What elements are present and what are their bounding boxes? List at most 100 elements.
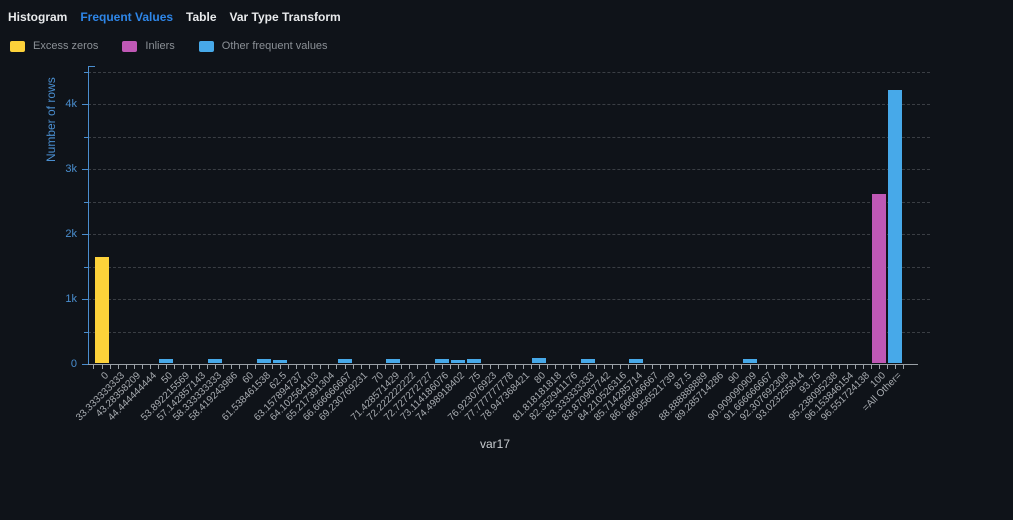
- x-axis-tick: [765, 365, 767, 369]
- x-axis-tick: [798, 365, 800, 369]
- x-axis-tick: [822, 365, 824, 369]
- x-axis-tick: [352, 365, 354, 369]
- bar-other-frequent[interactable]: [629, 359, 644, 363]
- x-axis-tick: [425, 365, 427, 369]
- x-axis-tick: [279, 365, 281, 369]
- bar-other-frequent[interactable]: [434, 359, 449, 363]
- x-axis-tick: [514, 365, 516, 369]
- y-axis-minor-tick: [84, 201, 88, 203]
- x-axis-tick: [206, 365, 208, 369]
- x-axis-tick: [571, 365, 573, 369]
- x-axis-tick: [781, 365, 783, 369]
- bar-other-frequent[interactable]: [531, 358, 546, 363]
- x-axis-tick: [684, 365, 686, 369]
- legend-item-inliers[interactable]: Inliers: [122, 40, 175, 52]
- x-axis-tick: [522, 365, 524, 369]
- x-axis-tick: [644, 365, 646, 369]
- y-axis-title: Number of rows: [44, 77, 58, 162]
- x-axis-tick: [133, 365, 135, 369]
- x-axis-tick: [466, 365, 467, 369]
- y-axis-tick-label: 3k: [65, 163, 77, 175]
- tab-var-type-transform[interactable]: Var Type Transform: [229, 10, 341, 24]
- x-axis-tick: [287, 365, 289, 369]
- gridline: [88, 299, 930, 300]
- x-axis-tick: [814, 365, 816, 369]
- x-axis-tick: [93, 365, 95, 369]
- x-axis-tick: [660, 365, 662, 369]
- bar-other-frequent[interactable]: [580, 359, 595, 363]
- x-axis-tick: [320, 365, 322, 369]
- x-axis-tick: [595, 365, 597, 369]
- x-axis-tick: [506, 365, 508, 369]
- x-axis-tick: [190, 365, 192, 369]
- x-axis-tick: [846, 365, 848, 369]
- x-axis-tick: [838, 365, 840, 369]
- x-axis-tick: [271, 365, 273, 369]
- gridline: [88, 201, 930, 203]
- tab-table[interactable]: Table: [186, 10, 217, 24]
- bar-other-frequent[interactable]: [337, 359, 352, 363]
- x-axis-tick: [182, 365, 184, 369]
- tab-bar: Histogram Frequent Values Table Var Type…: [8, 10, 341, 24]
- legend-item-excess-zeros[interactable]: Excess zeros: [10, 40, 98, 52]
- x-axis-title: var17: [480, 437, 511, 451]
- legend-label: Inliers: [145, 40, 175, 52]
- bar-other-frequent[interactable]: [467, 359, 482, 363]
- x-axis-tick: [142, 365, 143, 369]
- x-axis-tick: [668, 365, 670, 369]
- y-axis-minor-tick: [84, 266, 88, 268]
- x-axis-tick: [749, 365, 751, 369]
- y-axis-tick: [82, 299, 88, 300]
- excess-zeros-swatch-icon: [10, 40, 25, 52]
- bar-other-frequent[interactable]: [256, 359, 271, 363]
- x-axis-tick: [903, 365, 905, 369]
- x-axis-tick: [401, 365, 403, 369]
- x-axis-tick: [676, 365, 678, 369]
- x-axis-tick: [344, 365, 346, 369]
- x-axis-tick: [871, 365, 872, 369]
- bar-other-frequent[interactable]: [888, 90, 903, 363]
- x-axis-tick: [158, 365, 160, 369]
- x-axis-tick: [449, 365, 451, 369]
- bar-other-frequent[interactable]: [207, 359, 222, 363]
- x-axis-tick: [247, 365, 249, 369]
- bar-other-frequent[interactable]: [386, 359, 401, 363]
- x-axis-tick: [409, 365, 411, 369]
- x-axis-tick: [295, 365, 297, 369]
- x-axis-tick: [328, 365, 330, 369]
- x-axis-tick: [652, 365, 654, 369]
- y-axis-cap: [88, 66, 95, 67]
- x-axis-tick: [417, 365, 419, 369]
- bar-other-frequent[interactable]: [742, 358, 757, 363]
- bar-excess-zeros[interactable]: [94, 257, 109, 363]
- legend-item-other-frequent-values[interactable]: Other frequent values: [198, 40, 328, 52]
- bar-other-frequent[interactable]: [272, 359, 287, 363]
- tab-frequent-values[interactable]: Frequent Values: [80, 10, 174, 24]
- y-axis-minor-tick: [84, 71, 88, 73]
- x-axis-tick: [166, 365, 168, 369]
- tab-histogram[interactable]: Histogram: [8, 10, 68, 24]
- inliers-swatch-icon: [122, 40, 138, 52]
- legend-label: Excess zeros: [33, 40, 99, 52]
- x-axis-tick: [198, 365, 200, 369]
- x-axis-tick: [563, 365, 565, 369]
- x-axis: [88, 364, 918, 365]
- gridline: [88, 234, 930, 235]
- x-axis-tick: [360, 365, 362, 369]
- x-axis-tick: [214, 365, 216, 369]
- bar-other-frequent[interactable]: [450, 359, 465, 363]
- x-axis-tick: [393, 365, 395, 369]
- bar-other-frequent[interactable]: [159, 359, 174, 363]
- bar-inlier[interactable]: [872, 194, 887, 363]
- x-axis-tick: [603, 365, 605, 369]
- x-axis-tick: [806, 365, 808, 369]
- x-axis-tick: [862, 365, 864, 369]
- x-axis-tick: [150, 365, 152, 369]
- chart-legend: Excess zeros Inliers Other frequent valu…: [10, 40, 328, 52]
- x-axis-tick: [538, 365, 540, 369]
- x-axis-tick: [490, 365, 492, 369]
- y-axis-tick-label: 2k: [65, 228, 77, 240]
- x-axis-tick: [628, 365, 629, 369]
- x-axis-tick: [879, 365, 881, 369]
- x-axis-tick: [717, 365, 719, 369]
